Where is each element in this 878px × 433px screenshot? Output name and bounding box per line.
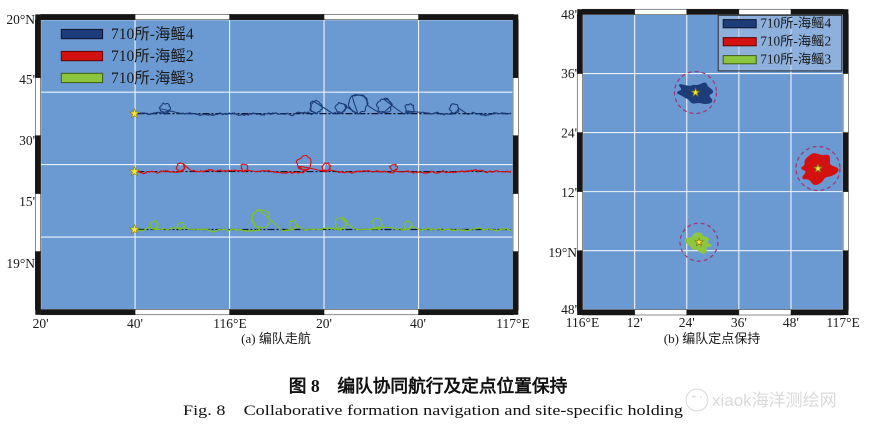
svg-text:36': 36' [561,66,577,81]
svg-text:710所-海鳐2: 710所-海鳐2 [111,47,194,65]
svg-text:710所-海鳐2: 710所-海鳐2 [760,33,831,48]
svg-text:20': 20' [33,316,49,331]
svg-text:710所-海鳐4: 710所-海鳐4 [111,25,194,43]
svg-text:(a) 编队走航: (a) 编队走航 [241,331,311,346]
svg-text:45': 45' [19,72,35,87]
svg-text:xiaok海洋测绘网: xiaok海洋测绘网 [712,391,837,410]
svg-text:24': 24' [679,315,695,330]
svg-text:116°E: 116°E [566,315,599,330]
svg-text:30': 30' [19,133,35,148]
svg-text:710所-海鳐3: 710所-海鳐3 [760,51,831,66]
svg-text:116°E: 116°E [213,316,246,331]
svg-text:36': 36' [731,315,747,330]
svg-text:20°N: 20°N [6,12,35,27]
svg-text:48': 48' [783,315,799,330]
svg-text:Fig. 8 Collaborative formatio: Fig. 8 Collaborative formation navigatio… [183,403,683,419]
svg-text:19°N: 19°N [6,256,35,271]
svg-text:48': 48' [561,7,577,22]
svg-text:117°E: 117°E [496,316,529,331]
svg-text:12': 12' [627,315,643,330]
svg-text:15': 15' [19,194,35,209]
svg-text:40': 40' [410,316,426,331]
svg-text:117°E: 117°E [826,315,859,330]
svg-text:20': 20' [316,316,332,331]
svg-text:710所-海鳐3: 710所-海鳐3 [111,69,194,87]
svg-text:710所-海鳐4: 710所-海鳐4 [760,15,831,30]
svg-text:图 8 编队协同航行及定点位置保持: 图 8 编队协同航行及定点位置保持 [289,375,568,396]
svg-text:(b) 编队定点保持: (b) 编队定点保持 [664,331,760,346]
svg-text:19°N: 19°N [548,245,577,260]
svg-text:12': 12' [561,185,577,200]
svg-text:40': 40' [127,316,143,331]
svg-text:24': 24' [561,126,577,141]
